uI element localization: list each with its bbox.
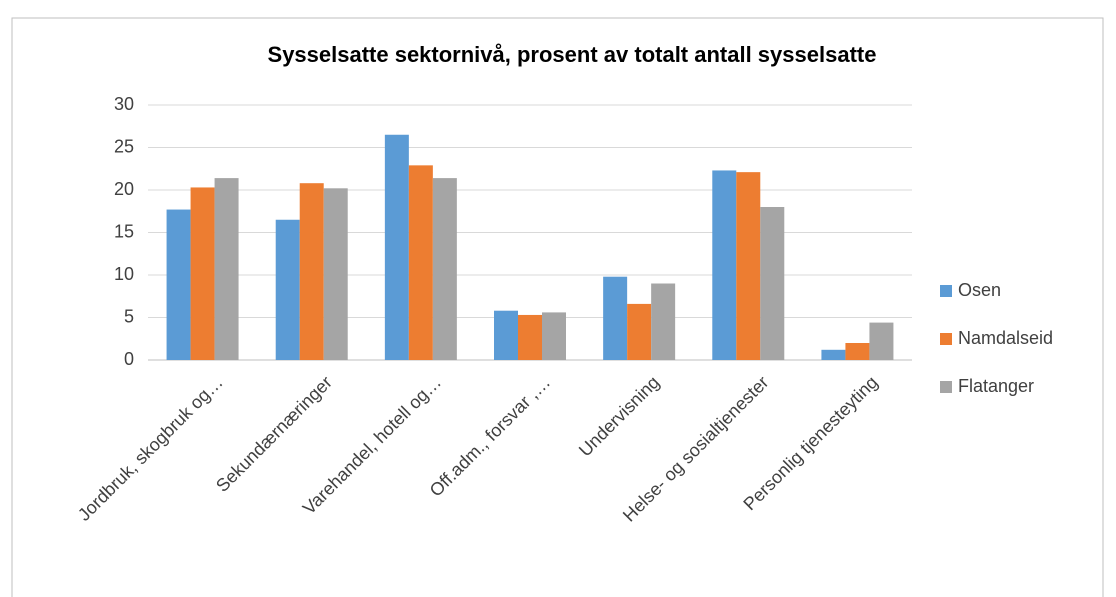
- legend-swatch: [940, 285, 952, 297]
- bar: [299, 183, 324, 360]
- bar: [542, 312, 566, 360]
- y-tick-label: 10: [114, 264, 134, 284]
- y-tick-label: 0: [124, 349, 134, 369]
- legend-swatch: [940, 381, 952, 393]
- y-tick-label: 25: [114, 136, 134, 156]
- bar: [518, 314, 542, 360]
- bar: [494, 310, 518, 360]
- bar: [712, 170, 737, 360]
- bar: [190, 187, 215, 360]
- legend-label: Namdalseid: [958, 328, 1053, 348]
- legend-swatch: [940, 333, 952, 345]
- chart-title: Sysselsatte sektornivå, prosent av total…: [268, 42, 877, 67]
- bar: [869, 322, 894, 360]
- bar: [275, 219, 300, 360]
- legend-label: Osen: [958, 280, 1001, 300]
- bar: [627, 303, 652, 360]
- bar: [651, 283, 676, 360]
- legend-label: Flatanger: [958, 376, 1034, 396]
- y-tick-label: 20: [114, 179, 134, 199]
- bar: [760, 207, 785, 360]
- bar: [166, 209, 191, 360]
- bar: [214, 178, 239, 360]
- y-tick-label: 5: [124, 306, 134, 326]
- y-tick-label: 30: [114, 94, 134, 114]
- bar: [323, 188, 348, 360]
- bar: [603, 276, 628, 360]
- bar: [408, 165, 433, 360]
- bar: [821, 349, 846, 360]
- bar: [736, 172, 761, 360]
- bar: [384, 134, 409, 360]
- y-tick-label: 15: [114, 221, 134, 241]
- bar: [432, 178, 457, 360]
- bar: [845, 343, 870, 360]
